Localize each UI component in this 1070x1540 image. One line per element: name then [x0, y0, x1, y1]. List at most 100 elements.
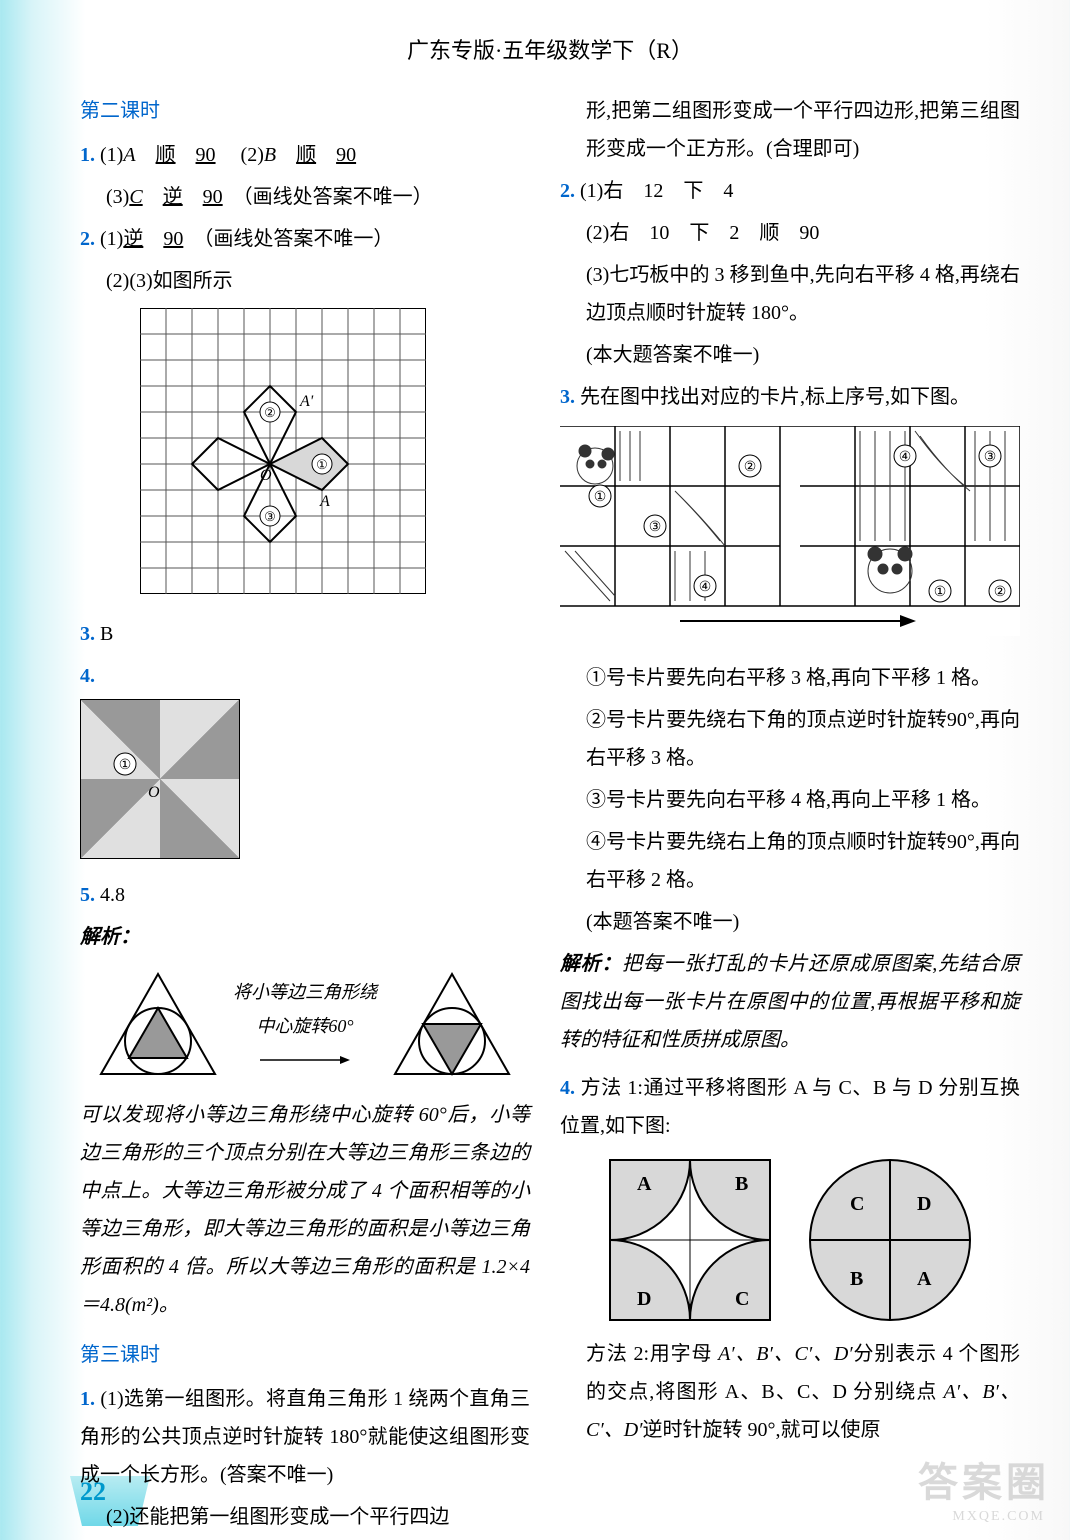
svg-text:④: ④ [899, 450, 912, 465]
q3-l2: ②号卡片要先绕右下角的顶点逆时针旋转90°,再向右平移 3 格。 [560, 701, 1020, 777]
content-columns: 第二课时 1. (1)A 顺 90 (2)B 顺 90 (3)C 逆 90 （画… [80, 92, 1020, 1540]
section-title: 第二课时 [80, 92, 530, 130]
q3: 3. B [80, 615, 530, 653]
analysis-text: 可以发现将小等边三角形绕中心旋转 60°后，小等边三角形的三个顶点分别在大等边三… [80, 1096, 530, 1324]
svg-text:①: ① [316, 457, 328, 472]
label-D: D [637, 1288, 651, 1310]
val: C [129, 186, 142, 208]
svg-text:②: ② [994, 585, 1007, 600]
section-title: 第三课时 [80, 1336, 530, 1374]
text: 先在图中找出对应的卡片,标上序号,如下图。 [580, 386, 970, 408]
label-O: O [148, 784, 160, 801]
svg-text:②: ② [264, 405, 276, 420]
t: 方法 2:用字母 [586, 1343, 718, 1365]
r-q4: 4. 方法 1:通过平移将图形 A 与 C、B 与 D 分别互换位置,如下图: [560, 1069, 1020, 1145]
shapes-figure: A B D C C D B A [560, 1155, 1020, 1325]
val: 逆 [123, 228, 143, 250]
r-q2-p3: (3)七巧板中的 3 移到鱼中,先向右平移 4 格,再绕右边顶点顺时针旋转 18… [560, 256, 1020, 332]
q-num: 2. [560, 180, 575, 202]
label-A: A [637, 1173, 652, 1195]
label-A: A [917, 1268, 932, 1290]
page-header: 广东专版·五年级数学下（R） [80, 30, 1020, 72]
analysis-text: 把每一张打乱的卡片还原成原图案,先结合原图找出每一张卡片在原图中的位置,再根据平… [560, 953, 1020, 1051]
label-D: D [917, 1193, 931, 1215]
vars: A′、B′、C′、D′ [718, 1343, 853, 1365]
ans: 4.8 [100, 884, 125, 906]
val: 顺 [156, 144, 176, 166]
label-Ap: A' [299, 393, 314, 410]
label-C: C [735, 1288, 749, 1310]
r-q2: 2. (1)右 12 下 4 [560, 172, 1020, 210]
q4: 4. [80, 657, 530, 695]
q3-l3: ③号卡片要先向右平移 4 格,再向上平移 1 格。 [560, 781, 1020, 819]
note: （画线处答案不唯一） [243, 186, 433, 208]
q2: 2. (1)逆 90 （画线处答案不唯一） [80, 220, 530, 258]
q-num: 1. [80, 144, 95, 166]
label-O: O [260, 467, 272, 484]
label-A: A [319, 493, 330, 510]
part: (1) [100, 228, 123, 250]
val: 90 [163, 228, 183, 250]
part: (1) [100, 144, 123, 166]
svg-text:③: ③ [984, 450, 997, 465]
panda-figure: ① ③ ④ ② ④ ③ ① ② [560, 426, 1020, 649]
text: 方法 1:通过平移将图形 A 与 C、B 与 D 分别互换位置,如下图: [560, 1077, 1020, 1137]
val: B [264, 144, 276, 166]
page-number: 22 [80, 1467, 106, 1516]
r-q2-p2: (2)右 10 下 2 顺 90 [560, 214, 1020, 252]
label-B: B [735, 1173, 748, 1195]
q-num: 1. [80, 1388, 95, 1410]
q3-l1: ①号卡片要先向右平移 3 格,再向下平移 1 格。 [560, 659, 1020, 697]
label-1: ① [119, 758, 132, 773]
r-analysis: 解析：把每一张打乱的卡片还原成原图案,先结合原图找出每一张卡片在原图中的位置,再… [560, 945, 1020, 1059]
val: 90 [336, 144, 356, 166]
left-column: 第二课时 1. (1)A 顺 90 (2)B 顺 90 (3)C 逆 90 （画… [80, 92, 530, 1540]
q-num: 3. [80, 623, 95, 645]
r-q2-p4: (本大题答案不唯一) [560, 336, 1020, 374]
part: (2) [241, 144, 264, 166]
t: 逆时针旋转 90°,就可以使原 [643, 1419, 881, 1441]
part: (3) [106, 186, 129, 208]
val: 顺 [296, 144, 316, 166]
caption-l1: 将小等边三角形绕 [233, 975, 377, 1009]
q1-p3: (3)C 逆 90 （画线处答案不唯一） [80, 178, 530, 216]
text: (1)右 12 下 4 [580, 180, 733, 202]
q2-p2: (2)(3)如图所示 [80, 262, 530, 300]
caption-l2: 中心旋转60° [233, 1009, 377, 1043]
caption: 将小等边三角形绕 中心旋转60° [233, 975, 377, 1078]
note: （画线处答案不唯一） [203, 228, 393, 250]
svg-text:③: ③ [649, 520, 662, 535]
ans: B [100, 623, 113, 645]
s2-q1: 1. (1)选第一组图形。将直角三角形 1 绕两个直角三角形的公共顶点逆时针旋转… [80, 1380, 530, 1494]
svg-text:②: ② [744, 460, 757, 475]
grid-figure: ① ② ③ O A A' [140, 308, 530, 607]
q-num: 3. [560, 386, 575, 408]
label-C: C [850, 1193, 864, 1215]
cont-text: 形,把第二组图形变成一个平行四边形,把第三组图形变成一个正方形。(合理即可) [560, 92, 1020, 168]
analysis-label: 解析： [80, 918, 530, 956]
watermark-url: MXQE.COM [952, 1504, 1045, 1531]
label-B: B [850, 1268, 863, 1290]
svg-text:①: ① [594, 490, 607, 505]
q-num: 2. [80, 228, 95, 250]
r-q3: 3. 先在图中找出对应的卡片,标上序号,如下图。 [560, 378, 1020, 416]
r-q4-m2: 方法 2:用字母 A′、B′、C′、D′分别表示 4 个图形的交点,将图形 A、… [560, 1335, 1020, 1449]
svg-text:③: ③ [264, 509, 276, 524]
q-num: 4. [80, 665, 95, 687]
analysis-label: 解析： [560, 953, 622, 975]
svg-text:④: ④ [699, 580, 712, 595]
val: A [123, 144, 135, 166]
right-column: 形,把第二组图形变成一个平行四边形,把第三组图形变成一个正方形。(合理即可) 2… [560, 92, 1020, 1540]
val: 90 [196, 144, 216, 166]
text: (1)选第一组图形。将直角三角形 1 绕两个直角三角形的公共顶点逆时针旋转 18… [80, 1388, 530, 1486]
s2-q1-p2: (2)还能把第一组图形变成一个平行四边 [80, 1498, 530, 1536]
q1: 1. (1)A 顺 90 (2)B 顺 90 [80, 136, 530, 174]
q-num: 4. [560, 1077, 575, 1099]
triangles-figure: 将小等边三角形绕 中心旋转60° [80, 966, 530, 1086]
svg-text:①: ① [934, 585, 947, 600]
q3-l5: (本题答案不唯一) [560, 903, 1020, 941]
q-num: 5. [80, 884, 95, 906]
val: 逆 [163, 186, 183, 208]
pinwheel-figure: ① O [80, 699, 530, 872]
q5: 5. 4.8 [80, 876, 530, 914]
